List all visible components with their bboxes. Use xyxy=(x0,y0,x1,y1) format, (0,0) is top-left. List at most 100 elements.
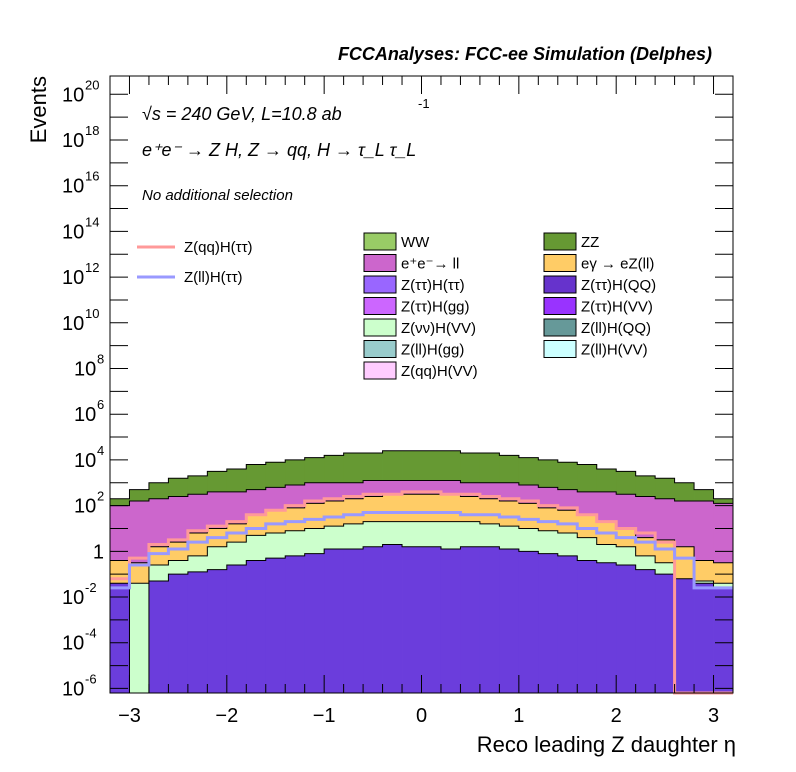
y-tick-exponent: -6 xyxy=(85,671,97,686)
signal-line-z-qq-h- xyxy=(110,490,733,695)
y-tick-exponent: 14 xyxy=(85,214,99,229)
x-tick-label: −3 xyxy=(118,705,141,727)
signal-layer xyxy=(110,490,733,695)
legend-box-swatch xyxy=(363,232,397,251)
legend-box-label: Z(ll)H(VV) xyxy=(581,342,648,359)
y-tick-exponent: 8 xyxy=(97,352,104,367)
legend-box-label: eγ → eZ(ll) xyxy=(581,256,654,273)
x-tick-label: 3 xyxy=(708,705,719,727)
y-tick-exponent: -4 xyxy=(85,626,97,641)
y-tick-label: 10 xyxy=(62,633,84,655)
stack-bin xyxy=(655,574,675,693)
legend-box-label: e⁺e⁻→ ll xyxy=(401,256,459,273)
legend: Z(qq)H(ττ) Z(ll)H(ττ) WW e⁺e⁻→ ll Z(ττ)H(ττ)… xyxy=(137,232,656,380)
legend-box-label: Z(qq)H(VV) xyxy=(401,363,478,380)
stack-bin xyxy=(596,562,617,693)
y-tick-label: 10 xyxy=(74,359,96,381)
y-axis-title: Events xyxy=(26,76,51,143)
y-tick-exponent: 20 xyxy=(85,77,99,92)
stack-outline xyxy=(110,479,733,507)
signal-line-z-ll-h- xyxy=(110,510,733,590)
legend-box-swatch xyxy=(543,340,577,358)
y-tick-exponent: 12 xyxy=(85,260,99,275)
stack-bin xyxy=(460,546,481,693)
stack-bin xyxy=(694,583,714,693)
stack-bin xyxy=(168,574,189,693)
stack-bin xyxy=(421,546,442,693)
legend-box-label: Z(ττ)H(gg) xyxy=(401,299,470,316)
y-tick-exponent: 6 xyxy=(97,397,104,412)
y-tick-exponent: 16 xyxy=(85,169,99,184)
y-tick-label: 10 xyxy=(62,313,84,335)
y-tick-label: 10 xyxy=(74,450,96,472)
stack-bin xyxy=(402,546,422,693)
stack-bin xyxy=(129,583,150,693)
stack-bin xyxy=(246,560,267,693)
legend-box-swatch xyxy=(543,232,577,251)
y-tick-label: 10 xyxy=(74,404,96,426)
legend-box-label: Z(ττ)H(QQ) xyxy=(581,277,656,294)
legend-line-label: Z(ll)H(ττ) xyxy=(184,269,243,286)
y-tick-label: 10 xyxy=(62,678,84,700)
legend-box-label: Z(ll)H(QQ) xyxy=(581,320,651,337)
y-tick-label: 10 xyxy=(62,130,84,152)
x-tick-label: 0 xyxy=(416,705,427,727)
legend-box-swatch xyxy=(363,297,397,315)
legend-box-label: Z(ττ)H(ττ) xyxy=(401,277,465,294)
selection-label: No additional selection xyxy=(142,187,293,204)
stack-bin xyxy=(110,583,130,693)
stack-bin xyxy=(265,558,286,693)
legend-box-label: Z(ττ)H(VV) xyxy=(581,299,653,316)
stack-z-h-gg- xyxy=(110,543,734,694)
legend-line-label: Z(qq)H(ττ) xyxy=(184,239,253,256)
legend-box-swatch xyxy=(543,318,577,337)
stack-bin xyxy=(713,587,734,693)
x-tick-label: −1 xyxy=(313,705,336,727)
y-tick-exponent: 18 xyxy=(85,123,99,138)
legend-box-swatch xyxy=(363,340,397,358)
legend-box-label: Z(ll)H(gg) xyxy=(401,342,464,359)
stack-bin xyxy=(635,569,656,693)
stack-bin xyxy=(499,549,520,693)
legend-box-label: ZZ xyxy=(581,234,599,251)
x-tick-label: 2 xyxy=(611,705,622,727)
stack-bin xyxy=(577,560,598,693)
legend-box-swatch xyxy=(363,361,397,380)
y-tick-label: 10 xyxy=(62,84,84,106)
stack-outline xyxy=(110,521,733,589)
y-tick-label: 10 xyxy=(62,587,84,609)
legend-box-swatch xyxy=(363,254,397,272)
stack-outline xyxy=(110,450,733,500)
stack-bin xyxy=(557,555,578,693)
y-tick-label: 10 xyxy=(62,267,84,289)
y-tick-label: 10 xyxy=(62,221,84,243)
stack-bin xyxy=(304,553,325,693)
y-tick-label: 1 xyxy=(93,541,104,563)
stack-bin xyxy=(518,551,539,693)
stack-layer xyxy=(110,450,734,694)
energy-label: √s = 240 GeV, L=10.8 ab xyxy=(142,104,342,124)
legend-box-swatch xyxy=(543,297,577,315)
x-axis-title: Reco leading Z daughter η xyxy=(477,732,736,757)
y-tick-exponent: 10 xyxy=(85,306,99,321)
stack-bin xyxy=(382,544,403,693)
legend-box-label: Z(νν)H(VV) xyxy=(401,320,476,337)
stack-bin xyxy=(285,555,306,693)
y-tick-exponent: 4 xyxy=(97,443,104,458)
x-tick-label: 1 xyxy=(513,705,524,727)
legend-box-swatch xyxy=(543,254,577,272)
stack-bin xyxy=(324,549,345,693)
stack-bin xyxy=(440,549,461,693)
legend-box-swatch xyxy=(363,318,397,337)
energy-exponent: -1 xyxy=(418,96,430,111)
stack-outline xyxy=(110,543,733,694)
plot-header: FCCAnalyses: FCC-ee Simulation (Delphes) xyxy=(338,44,712,64)
stack-bin xyxy=(148,581,169,693)
stack-bin xyxy=(207,569,228,693)
y-tick-label: 10 xyxy=(62,176,84,198)
legend-box-swatch xyxy=(363,275,397,294)
stack-bin xyxy=(674,578,695,693)
legend-box-swatch xyxy=(543,275,577,294)
process-label: e⁺e⁻ → Z H, Z → qq, H → τ_L τ_L xyxy=(142,140,416,160)
